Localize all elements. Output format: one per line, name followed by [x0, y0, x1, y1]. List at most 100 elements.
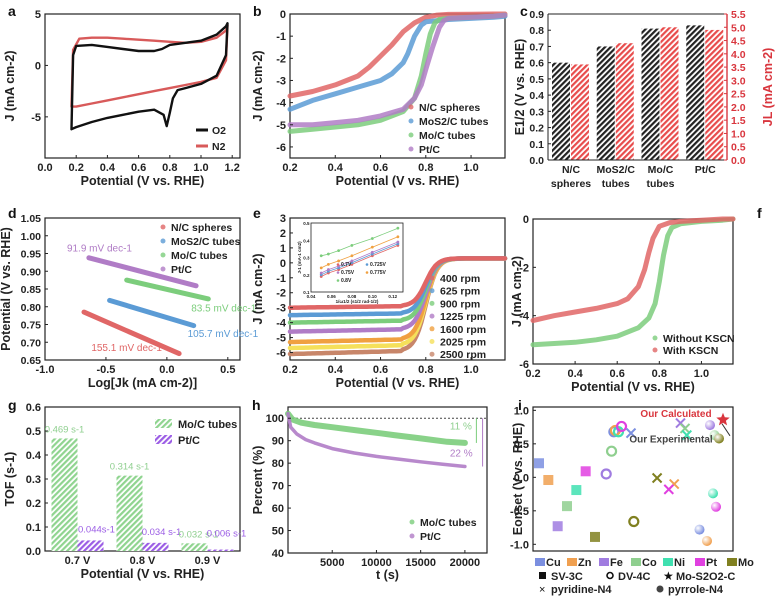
legend-label: Pt/C	[420, 531, 441, 543]
legend-item: Mo/C tubes	[409, 517, 477, 529]
inset-frame	[310, 222, 404, 293]
legend-label: Pt/C	[178, 435, 200, 447]
panel-f: 0.2 0.4 0.6 0.8 1.0 0 -2 -4 -6 Potential (V vs. R…	[510, 205, 762, 394]
legend-item-metal: Zn	[567, 557, 592, 569]
point-dv4c	[600, 468, 612, 480]
slope-annotation: 155.1 mV dec-1	[91, 343, 162, 354]
x-tick-label: 0.6	[373, 162, 388, 174]
x-tick-label: 0.8	[418, 364, 433, 376]
inset-legend-item: 0.775V	[365, 270, 387, 276]
panel-label: b	[253, 3, 262, 19]
legend-item-metal: Ni	[663, 557, 685, 569]
y-tick-label: 0.80	[21, 302, 42, 314]
y-tick-label: 1.0	[731, 128, 746, 140]
inset-point	[319, 254, 323, 258]
legend-marker	[656, 585, 664, 593]
legend-label: Mo/C tubes	[171, 250, 228, 262]
retention-annotation: 22 %	[450, 448, 473, 459]
point-dv4c	[608, 426, 620, 438]
x-tick-label: 0.8	[418, 162, 433, 174]
panel-d: 155.1 mV dec-1 105.7 mV dec-1 83.5 mV dec-…	[0, 205, 259, 390]
legend-label: SV-3C	[551, 571, 583, 583]
y-tick-label: 0.3	[529, 106, 544, 118]
x-tick-label: 1.0	[694, 368, 709, 380]
y-axis-label: J (mA cm-2)	[510, 256, 524, 327]
x-tick-label: 0.4	[328, 162, 344, 174]
panel-label: e	[253, 205, 261, 221]
legend-marker	[408, 118, 414, 124]
y-tick-label: -6	[519, 359, 529, 371]
legend-swatch	[727, 558, 737, 566]
point-sv3c	[580, 466, 591, 477]
x-tick-label: 0.9 V	[195, 555, 221, 567]
x-tick-label: 15000	[405, 557, 436, 569]
legend-label: MoS2/C tubes	[419, 116, 489, 128]
x-axis-label: Log[Jk (mA cm-2)]	[88, 376, 197, 390]
y-tick-label: -1.0	[510, 539, 529, 551]
bar-value-label: 0.006 s-1	[207, 529, 247, 540]
x-tick-label: 0.8 V	[130, 555, 156, 567]
legend-item-metal: Fe	[599, 557, 623, 569]
y-tick-label: -5	[276, 333, 286, 345]
y-tick-label: -4	[276, 98, 287, 110]
legend-item: N/C spheres	[408, 102, 480, 114]
legend-item: Without KSCN	[652, 333, 735, 345]
legend-item: Pt/C	[408, 144, 440, 156]
legend-marker	[408, 104, 414, 110]
y-axis-label: Eonset (V vs. RHE)	[511, 423, 525, 536]
inset-y-label: J-1 (mA-1 cm2)	[297, 241, 302, 274]
bar-value-label: 0.032 s-1	[179, 529, 219, 540]
y-tick-label: 5.5	[731, 9, 746, 21]
inset-legend-label: 0.75V	[341, 270, 355, 276]
x-tick-label: 0.0	[37, 162, 52, 174]
inset-legend-item: 0.7V	[336, 262, 352, 268]
y-tick-label: 0.3	[26, 474, 41, 486]
x-tick-label: 20000	[450, 557, 481, 569]
point-pyridine-n4	[625, 427, 637, 439]
legend-item: Mo/C tubes	[160, 250, 228, 262]
legend-label: 2500 rpm	[440, 349, 486, 361]
inset-y-tick: 0.1	[303, 290, 310, 295]
axes-frame	[289, 13, 506, 159]
fit-line	[107, 297, 197, 329]
inset-legend-label: 0.775V	[370, 270, 387, 276]
legend-swatch	[695, 558, 705, 566]
legend-marker	[429, 300, 435, 306]
y-tick-label: -1	[276, 31, 286, 43]
inset-point	[396, 240, 400, 244]
legend-item-shape: SV-3C	[539, 571, 583, 583]
legend-item: MoS2/C tubes	[160, 236, 241, 248]
x-tick-label: 0.6	[373, 364, 388, 376]
y-tick-label: 0.2	[529, 123, 544, 135]
legend-label: DV-4C	[618, 571, 650, 583]
y-tick-label: 100	[266, 413, 284, 425]
y-tick-label: 0.0	[514, 472, 529, 484]
series-curve	[286, 411, 467, 469]
legend-label: 900 rpm	[440, 298, 480, 310]
y-tick-label: 2.5	[731, 89, 746, 101]
inset-point	[396, 235, 400, 239]
inset-point	[337, 249, 340, 253]
y-tick-label: 0.4	[529, 90, 544, 102]
legend-item: N/C spheres	[160, 222, 232, 234]
bar-value-label: 0.044s-1	[78, 524, 115, 535]
inset-legend-label: 0.725V	[370, 262, 387, 268]
x-tick-label: 0.7 V	[65, 555, 91, 567]
legend-item: MoS2/C tubes	[408, 116, 489, 128]
point-pyrrole-n4	[705, 420, 715, 431]
y-tick-label: -5	[276, 120, 286, 132]
fit-line	[124, 277, 211, 302]
inset-y-tick: 0.2	[303, 273, 310, 278]
y-tick-label: 0.8	[529, 25, 544, 37]
inset-x-tick: 0.06	[327, 294, 336, 299]
y-tick-label: 0	[35, 60, 41, 72]
legend-label: Co	[642, 557, 657, 569]
legend-label: 1225 rpm	[440, 311, 486, 323]
y-tick-label: 1.05	[21, 213, 42, 225]
series-curve	[530, 216, 736, 323]
legend-item: Mo/C tubes	[408, 130, 476, 142]
legend-swatch	[663, 558, 673, 566]
legend-label: N/C spheres	[171, 222, 232, 234]
legend-marker	[408, 146, 414, 152]
